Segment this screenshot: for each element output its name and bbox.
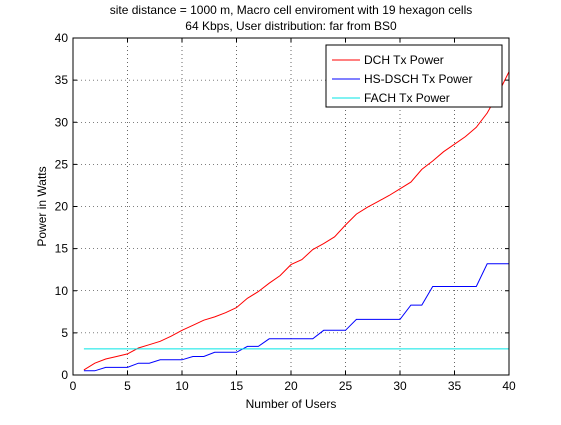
y-tick-label: 5 xyxy=(61,326,68,340)
chart-title-line-2: 64 Kbps, User distribution: far from BS0 xyxy=(185,19,397,33)
x-tick-label: 35 xyxy=(448,379,462,393)
y-tick-label: 15 xyxy=(55,242,69,256)
x-tick-label: 30 xyxy=(393,379,407,393)
legend-label-2: HS-DSCH Tx Power xyxy=(364,72,472,86)
series-line-1 xyxy=(84,72,509,370)
y-tick-label: 30 xyxy=(55,115,69,129)
y-tick-label: 40 xyxy=(55,31,69,45)
y-tick-label: 25 xyxy=(55,157,69,171)
x-tick-label: 40 xyxy=(502,379,516,393)
series-layer xyxy=(84,72,509,371)
x-tick-label: 10 xyxy=(175,379,189,393)
x-tick-label: 25 xyxy=(339,379,353,393)
x-axis-label: Number of Users xyxy=(246,397,337,411)
y-tick-label: 35 xyxy=(55,73,69,87)
legend: DCH Tx Power HS-DSCH Tx Power FACH Tx Powe… xyxy=(326,45,502,107)
y-axis-label: Power in Watts xyxy=(35,166,49,246)
x-tick-label: 0 xyxy=(70,379,77,393)
x-tick-label: 15 xyxy=(230,379,244,393)
legend-label-3: FACH Tx Power xyxy=(364,91,450,105)
chart-title-line-1: site distance = 1000 m, Macro cell envir… xyxy=(110,3,473,17)
x-tick-label: 5 xyxy=(124,379,131,393)
series-line-2 xyxy=(84,264,509,371)
y-tick-label: 20 xyxy=(55,200,69,214)
y-tick-label: 0 xyxy=(61,368,68,382)
legend-label-1: DCH Tx Power xyxy=(364,53,444,67)
x-tick-label: 20 xyxy=(284,379,298,393)
y-tick-label: 10 xyxy=(55,284,69,298)
